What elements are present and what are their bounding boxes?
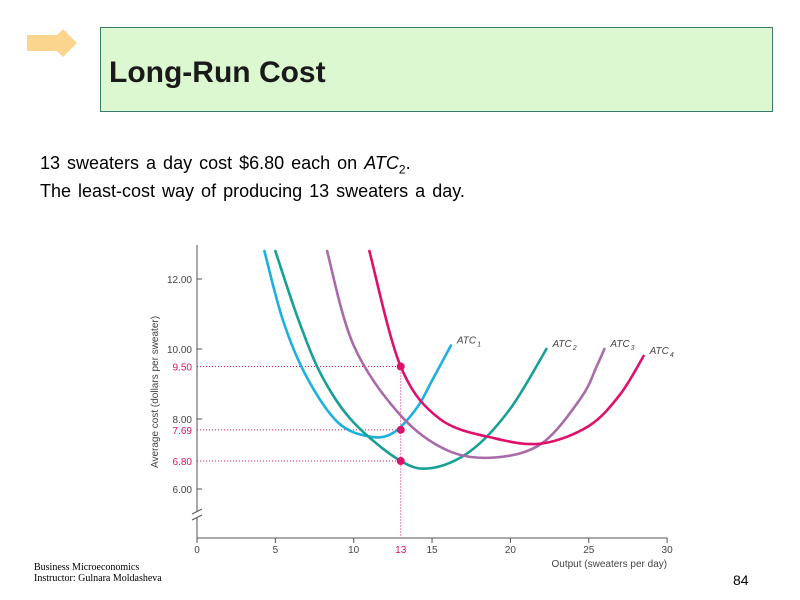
x-tick-label: 25 bbox=[583, 545, 595, 556]
caption-atc-label: ATC bbox=[364, 153, 399, 173]
caption-atc-subscript: 2 bbox=[398, 162, 406, 177]
logo-diamond bbox=[49, 29, 77, 57]
caption-line-1-prefix: 13 sweaters a day cost $6.80 each on bbox=[40, 153, 365, 173]
axis-break-gap bbox=[192, 512, 202, 518]
caption-line-1: 13 sweaters a day cost $6.80 each on ATC… bbox=[40, 153, 411, 177]
x-tick-label: 5 bbox=[273, 545, 279, 556]
highlight-y-label: 7.69 bbox=[173, 426, 193, 437]
x-tick-label: 20 bbox=[505, 545, 517, 556]
footer-course: Business Microeconomics bbox=[34, 562, 140, 573]
series-label-subscript: 3 bbox=[631, 345, 635, 352]
y-tick-label: 12.00 bbox=[167, 275, 192, 286]
highlight-point bbox=[396, 457, 405, 465]
highlight-x-label: 13 bbox=[395, 545, 407, 556]
highlight-y-label: 9.50 bbox=[173, 363, 193, 374]
caption-line-1-suffix: . bbox=[405, 153, 411, 173]
series-label-atc4: ATC4 bbox=[649, 346, 674, 359]
highlight-point bbox=[396, 425, 405, 434]
y-tick-label: 6.00 bbox=[173, 485, 193, 496]
series-label-subscript: 1 bbox=[477, 342, 481, 349]
series-line-atc2 bbox=[274, 249, 548, 471]
series-label-atc1: ATC1 bbox=[456, 336, 481, 349]
series-line-atc1 bbox=[263, 249, 453, 439]
y-axis-title: Average cost (dollars per sweater) bbox=[150, 316, 161, 468]
axis-break-mark bbox=[191, 514, 203, 521]
highlight-point bbox=[396, 362, 405, 371]
title-box: Long-Run Cost bbox=[100, 27, 773, 112]
series-label-atc3: ATC3 bbox=[609, 339, 634, 352]
x-tick-label: 30 bbox=[662, 545, 674, 556]
series-label-subscript: 2 bbox=[572, 345, 577, 352]
x-tick-label: 15 bbox=[426, 545, 438, 556]
y-tick-label: 8.00 bbox=[173, 415, 193, 426]
x-tick-label: 0 bbox=[194, 545, 200, 556]
x-axis-title: Output (sweaters per day) bbox=[551, 559, 667, 570]
y-tick-label: 10.00 bbox=[167, 345, 192, 356]
slide-title: Long-Run Cost bbox=[109, 56, 326, 89]
series-line-atc3 bbox=[325, 249, 606, 460]
caption-line-2: The least-cost way of producing 13 sweat… bbox=[40, 181, 465, 201]
axis-break-mark bbox=[191, 508, 203, 515]
highlight-y-label: 6.80 bbox=[173, 457, 193, 468]
logo bbox=[27, 29, 77, 57]
logo-bar bbox=[27, 35, 61, 51]
footer-instructor: Instructor: Gulnara Moldasheva bbox=[34, 573, 162, 584]
series-label-atc2: ATC2 bbox=[551, 339, 576, 352]
page-number: 84 bbox=[733, 572, 749, 588]
series-label-subscript: 4 bbox=[670, 352, 674, 359]
x-tick-label: 10 bbox=[348, 545, 360, 556]
